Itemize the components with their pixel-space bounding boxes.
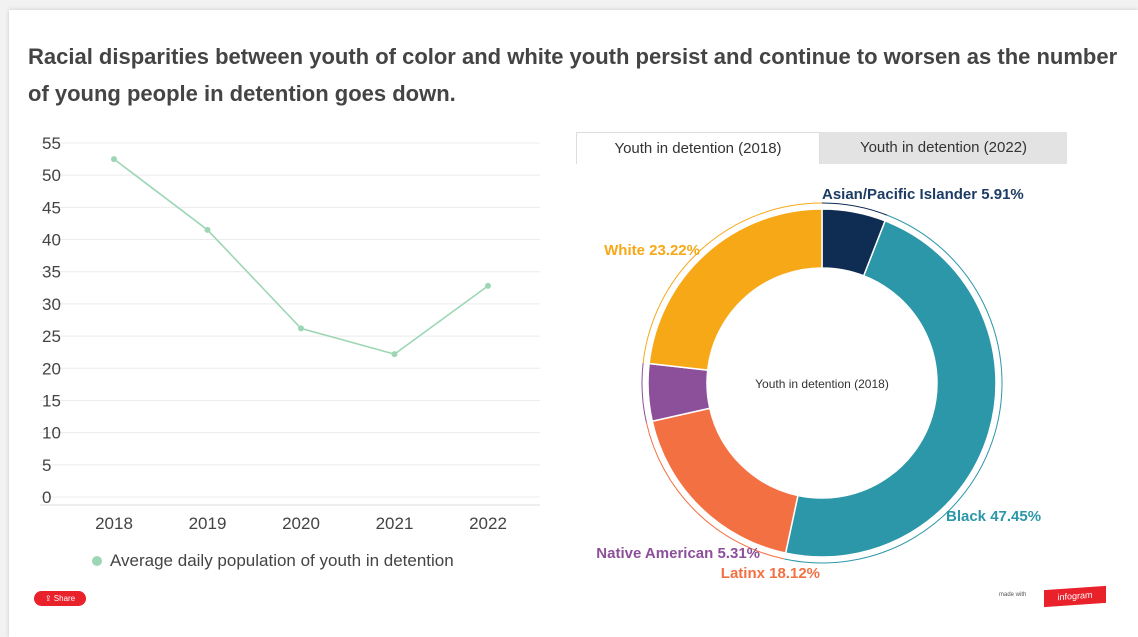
x-tick-label: 2018	[95, 514, 133, 533]
x-tick-label: 2019	[189, 514, 227, 533]
y-tick-label: 20	[42, 359, 61, 378]
tab-detention-2018[interactable]: Youth in detention (2018)	[576, 132, 820, 164]
data-point[interactable]	[111, 156, 117, 163]
y-tick-label: 0	[42, 488, 51, 507]
y-tick-label: 15	[42, 391, 61, 410]
line-chart: 0 5 10 15 20 25 30 35 40 45 50 55 2018 2019 2020 2021 20…	[40, 134, 540, 533]
y-tick-label: 25	[42, 327, 61, 346]
y-tick-label: 35	[42, 263, 61, 282]
y-tick-label: 5	[42, 456, 51, 475]
y-tick-label: 40	[42, 231, 61, 250]
series-line	[113, 158, 489, 355]
y-tick-label: 45	[42, 198, 61, 217]
data-point[interactable]	[298, 325, 304, 332]
made-with-text: made with	[999, 592, 1027, 598]
y-tick-label: 55	[42, 134, 61, 153]
share-button[interactable]: ⇪ Share	[34, 591, 86, 606]
share-label: Share	[53, 594, 76, 603]
legend-marker	[92, 556, 102, 566]
x-tick-label: 2020	[282, 514, 320, 533]
line-legend[interactable]: Average daily population of youth in det…	[92, 551, 454, 571]
y-tick-label: 30	[42, 295, 61, 314]
x-tick-label: 2022	[469, 514, 507, 533]
data-point[interactable]	[204, 226, 211, 233]
x-tick-label: 2021	[376, 514, 414, 533]
tab-detention-2022[interactable]: Youth in detention (2022)	[820, 132, 1067, 164]
chart-title: Racial disparities between youth of colo…	[28, 44, 1118, 106]
chart-tabs: Youth in detention (2018) Youth in deten…	[576, 132, 1067, 164]
data-point[interactable]	[391, 351, 398, 358]
legend-label: Average daily population of youth in det…	[110, 551, 454, 570]
y-tick-label: 10	[42, 424, 61, 443]
data-point[interactable]	[485, 282, 491, 289]
y-tick-label: 50	[42, 166, 61, 185]
